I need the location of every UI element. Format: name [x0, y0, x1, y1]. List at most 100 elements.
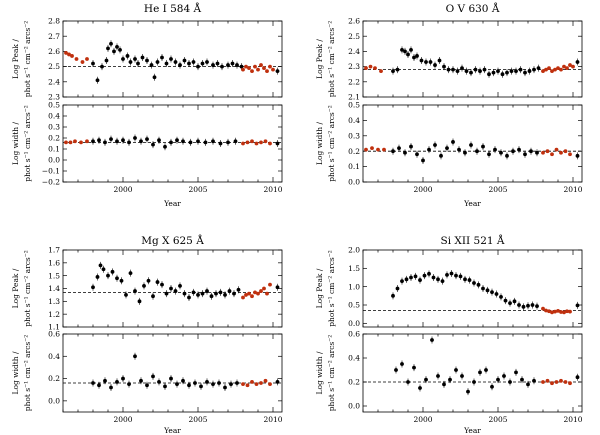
data-point	[419, 58, 424, 63]
data-point	[568, 63, 572, 67]
data-point	[466, 389, 470, 394]
data-point	[463, 150, 467, 155]
data-point	[527, 69, 532, 74]
data-point	[211, 139, 215, 144]
data-point	[559, 150, 563, 155]
data-point	[433, 143, 437, 147]
data-point	[424, 60, 428, 64]
data-point	[467, 278, 472, 282]
data-point	[250, 380, 254, 384]
y-axis-label: Log Peak /	[11, 39, 20, 79]
data-point	[109, 385, 113, 390]
data-point	[550, 310, 554, 315]
y-tick-label: 0.4	[48, 352, 60, 361]
y-tick-label: 0.6	[48, 330, 60, 339]
data-point	[155, 60, 160, 64]
data-point	[178, 63, 182, 67]
data-point	[496, 377, 500, 382]
data-point	[379, 69, 383, 74]
data-point	[115, 276, 119, 281]
data-point	[469, 70, 473, 75]
data-point	[424, 377, 428, 382]
data-point	[478, 370, 482, 375]
data-point	[259, 289, 263, 293]
data-point	[455, 69, 460, 74]
y-tick-label: 0.4	[348, 116, 360, 125]
data-point	[241, 382, 245, 387]
y-tick-label: 0.3	[348, 131, 360, 140]
data-point	[541, 69, 545, 74]
data-point	[415, 54, 419, 58]
x-axis-label: Year	[463, 426, 481, 435]
data-point	[556, 66, 560, 71]
data-point	[268, 382, 272, 387]
data-point	[508, 380, 512, 384]
data-point	[532, 378, 536, 383]
data-point	[364, 147, 368, 152]
data-point	[433, 63, 437, 67]
y-tick-label: 0.0	[48, 156, 60, 165]
y-tick-label: 1.5	[48, 271, 60, 280]
data-point	[200, 291, 205, 296]
data-point	[115, 380, 119, 384]
data-point	[395, 286, 400, 291]
data-point	[139, 378, 143, 383]
y-tick-label: 2.6	[348, 17, 360, 26]
data-point	[136, 61, 140, 66]
data-point	[460, 66, 464, 71]
data-point	[169, 376, 173, 381]
series-1	[391, 46, 580, 78]
y-tick-label: 2.4	[348, 47, 360, 56]
data-point	[554, 147, 559, 152]
data-point	[571, 64, 575, 69]
data-point	[526, 382, 530, 387]
data-point	[164, 291, 169, 296]
data-point	[151, 142, 155, 147]
series-1	[394, 336, 580, 396]
data-point	[110, 269, 115, 274]
data-point	[91, 139, 95, 144]
y-tick-label: 0.2	[348, 378, 360, 387]
data-point	[262, 66, 266, 71]
data-point	[239, 64, 244, 69]
data-point	[475, 149, 479, 154]
data-point	[502, 374, 506, 378]
data-point	[211, 382, 215, 387]
data-point	[157, 380, 161, 384]
plot-frame	[362, 104, 583, 183]
data-point	[175, 138, 179, 143]
data-point	[505, 70, 509, 75]
data-point	[275, 141, 280, 146]
data-point	[382, 147, 386, 152]
x-tick-label: 2005	[488, 185, 507, 194]
y-tick-label: 0.2	[48, 134, 60, 143]
data-point	[568, 381, 572, 386]
data-point	[553, 67, 557, 72]
chart-3: Mg X 625 Å 1.1 1.2 1.3 1.4 1.5 1.6 1.7 Log Peak …	[11, 233, 283, 435]
data-point	[394, 368, 398, 372]
data-point	[268, 282, 272, 287]
data-point	[535, 150, 539, 155]
data-point	[85, 139, 89, 144]
y-tick-label: 2.1	[348, 93, 360, 102]
data-point	[241, 141, 245, 146]
series-2	[241, 282, 272, 300]
data-point	[439, 153, 443, 158]
data-point	[232, 291, 236, 296]
y-axis-label: Log width /	[11, 122, 20, 166]
data-point	[476, 282, 481, 287]
data-point	[275, 69, 280, 74]
data-point	[563, 149, 568, 154]
data-point	[97, 138, 101, 143]
data-point	[544, 308, 548, 313]
plot-frame	[62, 104, 283, 183]
y-axis-label: Log width /	[11, 351, 20, 395]
data-point	[454, 368, 458, 372]
data-point	[64, 51, 68, 55]
data-point	[235, 381, 239, 385]
data-point	[565, 309, 569, 314]
data-point	[559, 378, 563, 383]
data-point	[395, 67, 400, 72]
x-axis-label: Year	[163, 426, 181, 435]
